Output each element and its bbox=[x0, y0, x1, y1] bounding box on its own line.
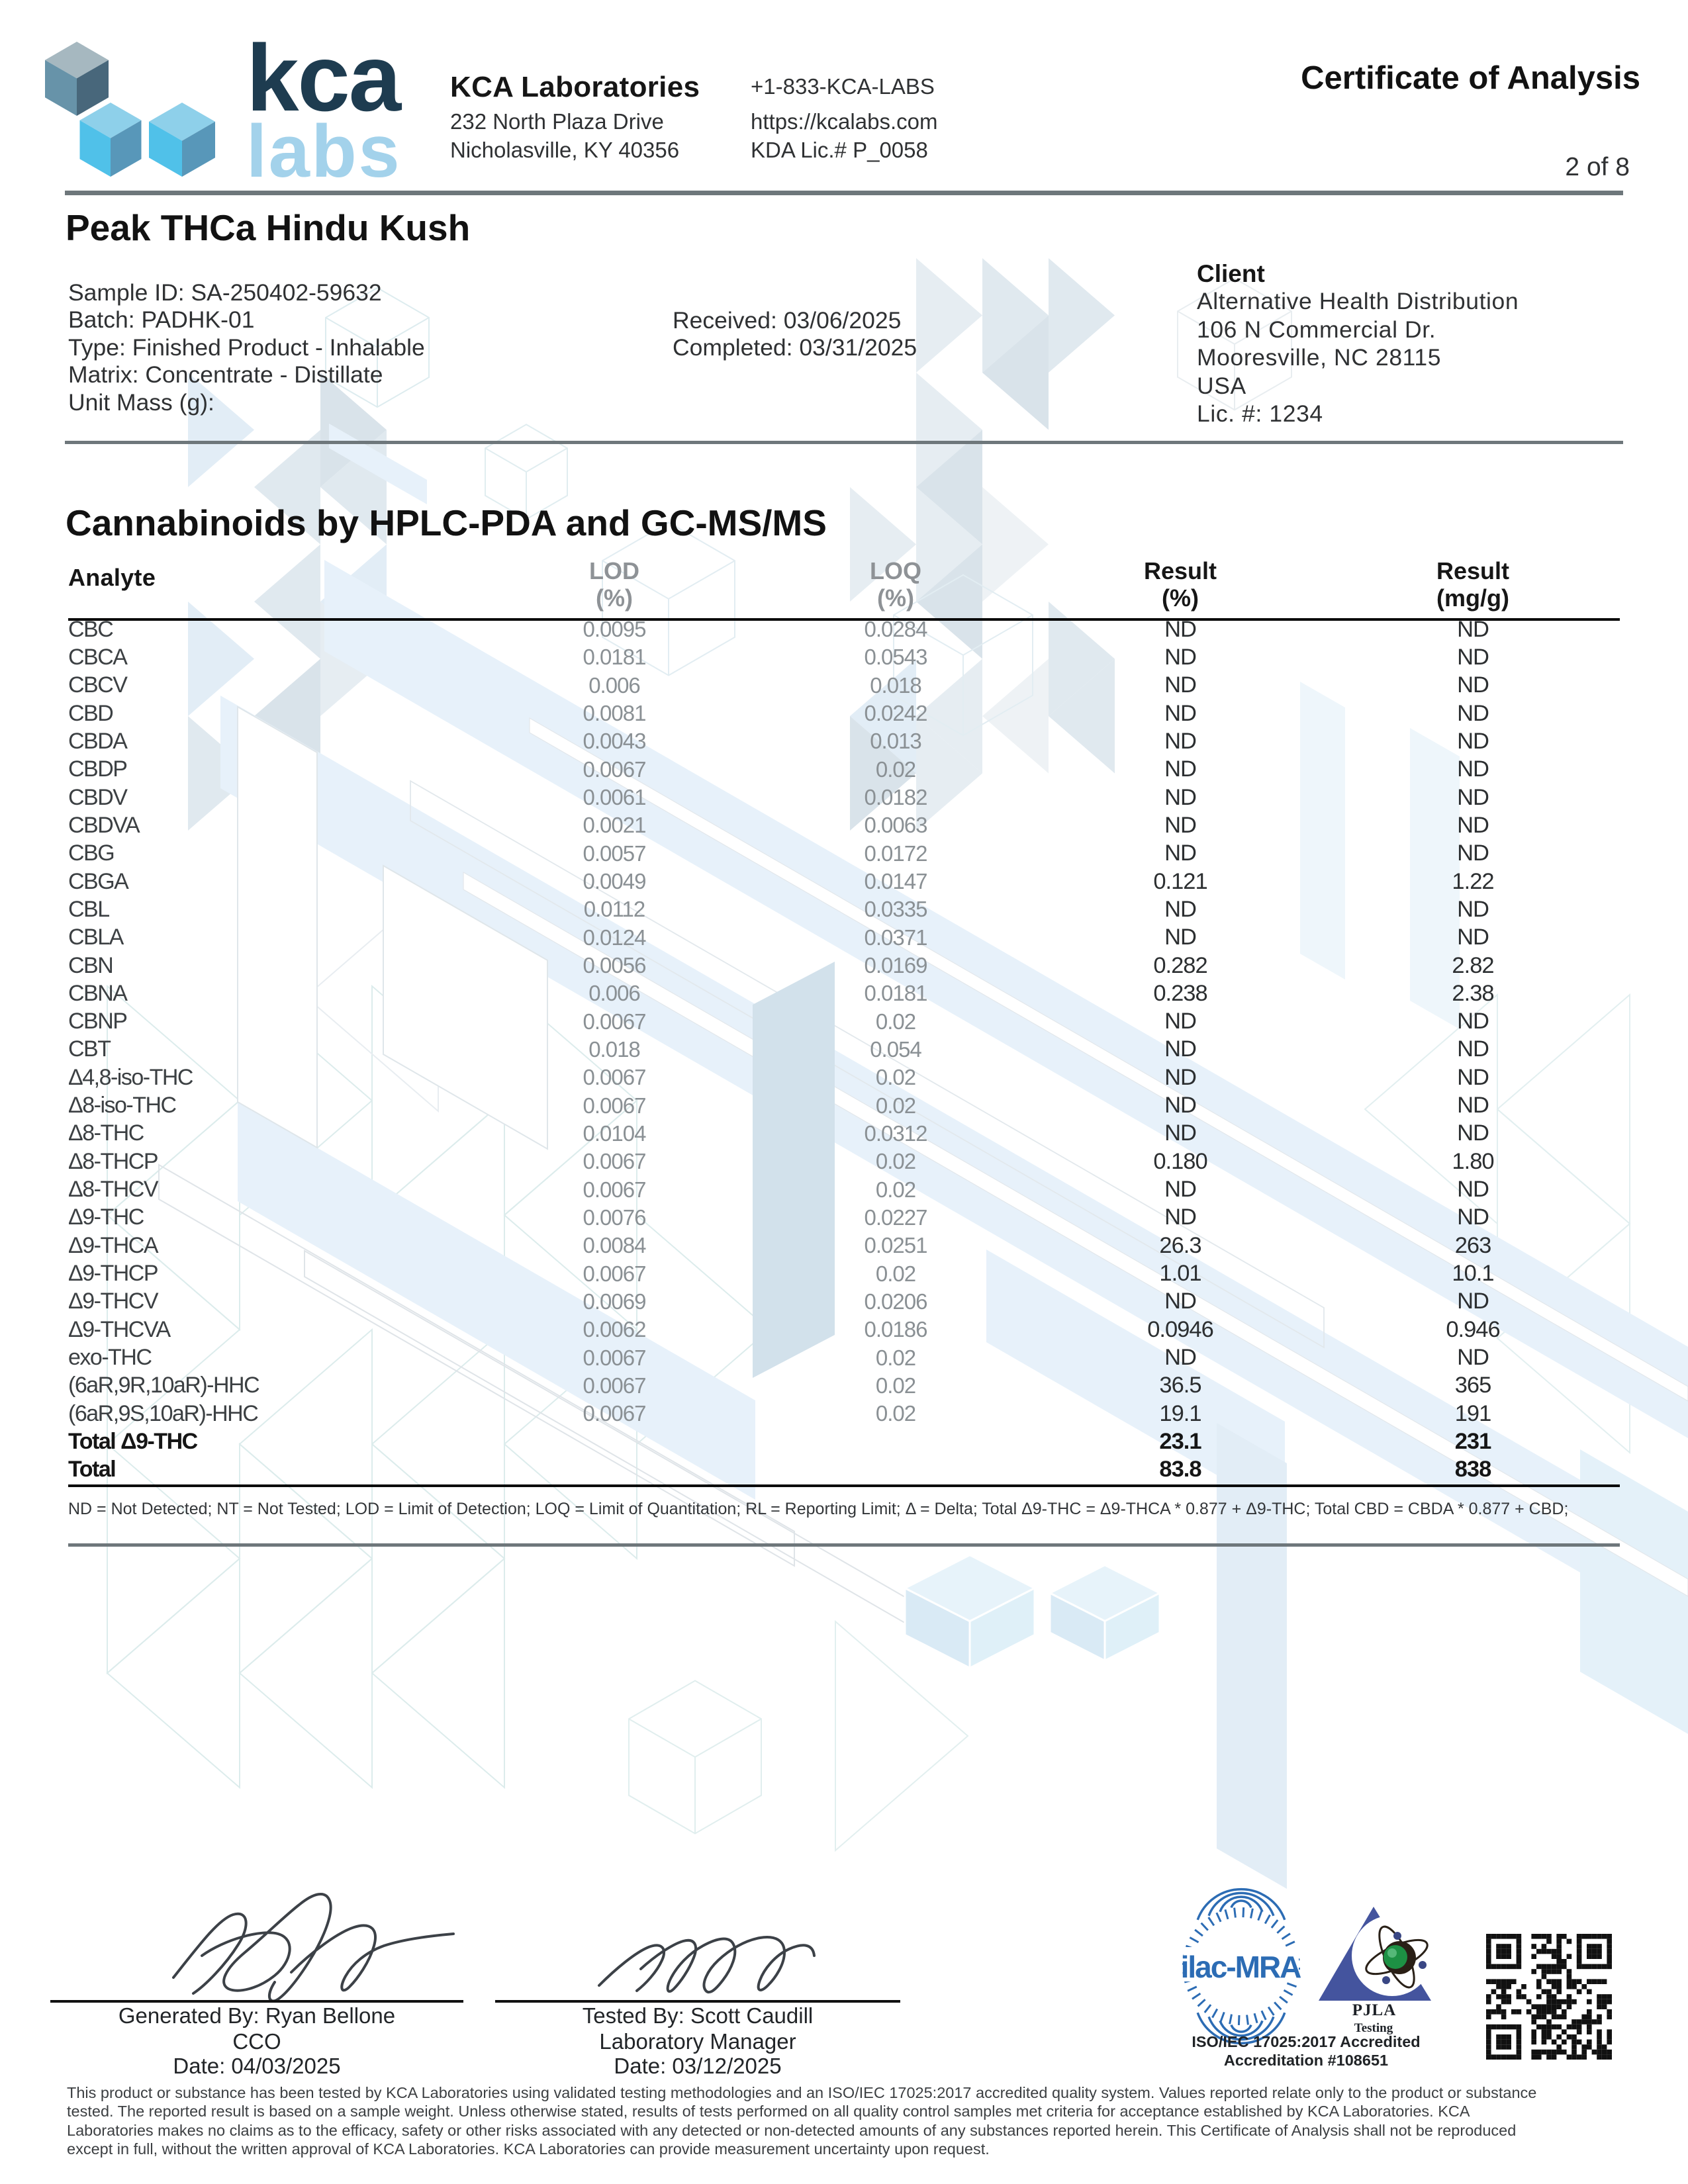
svg-text:Testing: Testing bbox=[1354, 2021, 1393, 2035]
svg-text:ilac-MRA: ilac-MRA bbox=[1181, 1950, 1301, 1984]
svg-text:PJLA: PJLA bbox=[1352, 2001, 1397, 2019]
